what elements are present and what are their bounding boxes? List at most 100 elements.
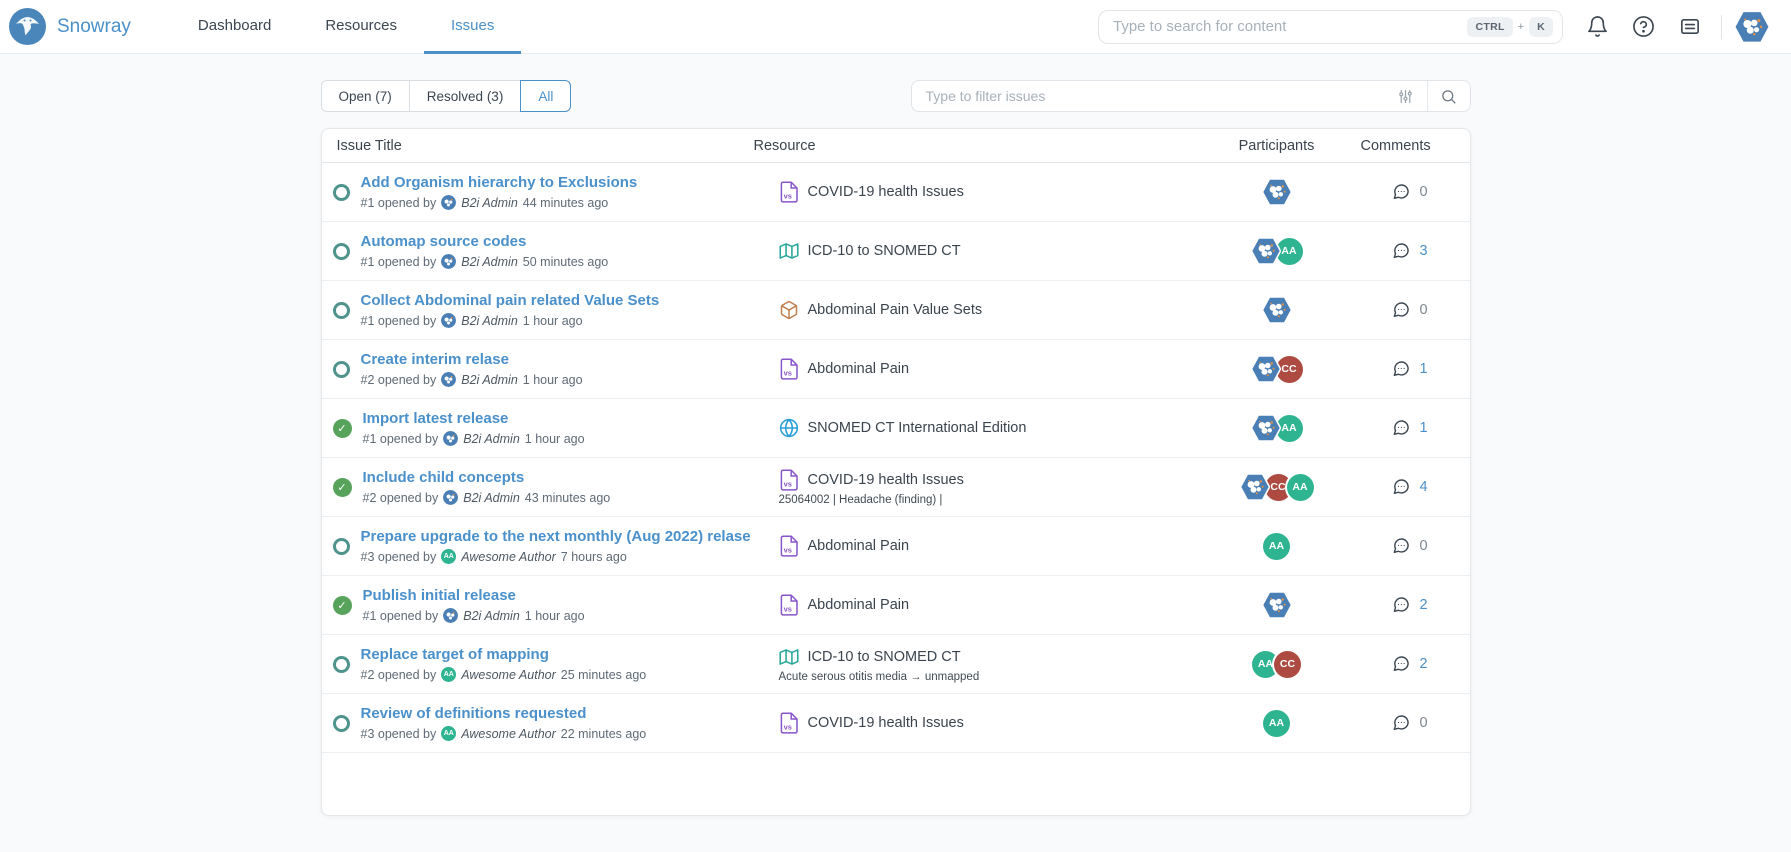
resource-name: Abdominal Pain — [808, 597, 910, 613]
issue-title-link[interactable]: Prepare upgrade to the next monthly (Aug… — [361, 528, 751, 546]
table-row[interactable]: Prepare upgrade to the next monthly (Aug… — [322, 517, 1470, 576]
issue-meta-prefix: #1 opened by — [363, 432, 439, 446]
issue-filter[interactable] — [911, 80, 1471, 112]
issue-time: 1 hour ago — [525, 432, 585, 446]
issue-status-open-icon — [333, 302, 350, 319]
resource-cell[interactable]: vs COVID-19 health Issues — [752, 712, 1197, 734]
issue-title-link[interactable]: Add Organism hierarchy to Exclusions — [361, 174, 638, 192]
globe-icon — [779, 417, 799, 439]
user-avatar[interactable] — [1735, 11, 1769, 43]
table-row[interactable]: Create interim relase #2 opened by B2i A… — [322, 340, 1470, 399]
filter-settings-icon[interactable] — [1384, 81, 1427, 111]
issue-title-link[interactable]: Automap source codes — [361, 233, 609, 251]
resource-cell[interactable]: vs Abdominal Pain — [752, 358, 1197, 380]
issue-author: Awesome Author — [461, 550, 556, 564]
issue-title-link[interactable]: Create interim relase — [361, 351, 583, 369]
issues-table-header: Issue Title Resource Participants Commen… — [322, 129, 1470, 163]
issue-title-cell: Replace target of mapping #2 opened by A… — [322, 646, 752, 682]
resource-cell[interactable]: ICD-10 to SNOMED CT — [752, 240, 1197, 262]
filter-search-button[interactable] — [1428, 81, 1470, 111]
svg-text:vs: vs — [783, 723, 791, 732]
tab-resolved[interactable]: Resolved (3) — [409, 80, 522, 112]
issue-meta-prefix: #2 opened by — [363, 491, 439, 505]
main-nav: Dashboard Resources Issues — [171, 0, 521, 54]
comments-indicator[interactable]: 0 — [1357, 713, 1472, 733]
column-header-participants: Participants — [1197, 138, 1357, 154]
issue-author: B2i Admin — [463, 432, 520, 446]
global-search[interactable]: CTRL + K — [1098, 10, 1563, 44]
table-row[interactable]: Automap source codes #1 opened by B2i Ad… — [322, 222, 1470, 281]
participants-cell: CCAA — [1197, 473, 1357, 501]
snowray-logo-icon[interactable] — [9, 8, 46, 45]
value-set-icon: vs — [779, 358, 799, 380]
comments-indicator[interactable]: 3 — [1357, 241, 1472, 261]
table-row[interactable]: Review of definitions requested #3 opene… — [322, 694, 1470, 753]
comments-indicator[interactable]: 2 — [1357, 654, 1472, 674]
issue-time: 1 hour ago — [523, 373, 583, 387]
tab-all[interactable]: All — [520, 80, 571, 112]
participant-avatar-b2i-admin — [1251, 237, 1281, 265]
notifications-bell-icon[interactable] — [1586, 15, 1609, 38]
issue-meta-prefix: #2 opened by — [361, 373, 437, 387]
comments-indicator[interactable]: 4 — [1357, 477, 1472, 497]
issue-title-link[interactable]: Include child concepts — [363, 469, 611, 487]
issue-filter-input[interactable] — [912, 88, 1384, 104]
resource-name: SNOMED CT International Edition — [808, 420, 1027, 436]
resource-cell[interactable]: vs COVID-19 health Issues — [752, 181, 1197, 203]
comments-indicator[interactable]: 2 — [1357, 595, 1472, 615]
comment-count: 2 — [1420, 597, 1428, 613]
table-row[interactable]: Collect Abdominal pain related Value Set… — [322, 281, 1470, 340]
issue-meta: #1 opened by B2i Admin 50 minutes ago — [361, 254, 609, 269]
table-row[interactable]: Replace target of mapping #2 opened by A… — [322, 635, 1470, 694]
issue-title-link[interactable]: Collect Abdominal pain related Value Set… — [361, 292, 660, 310]
brand-name[interactable]: Snowray — [57, 16, 131, 38]
table-row[interactable]: ✓ Import latest release #1 opened by B2i… — [322, 399, 1470, 458]
table-row[interactable]: ✓ Publish initial release #1 opened by B… — [322, 576, 1470, 635]
nav-item-issues[interactable]: Issues — [424, 0, 521, 54]
comments-indicator[interactable]: 0 — [1357, 182, 1472, 202]
nav-item-resources[interactable]: Resources — [298, 0, 424, 54]
issue-title-link[interactable]: Import latest release — [363, 410, 585, 428]
resource-name: COVID-19 health Issues — [808, 184, 964, 200]
issue-meta: #2 opened by B2i Admin 1 hour ago — [361, 372, 583, 387]
issue-meta-prefix: #1 opened by — [361, 196, 437, 210]
comment-bubble-icon — [1391, 241, 1411, 261]
issues-table-body: Add Organism hierarchy to Exclusions #1 … — [322, 163, 1470, 753]
resource-name: Abdominal Pain — [808, 538, 910, 554]
author-avatar — [441, 313, 456, 328]
resource-cell[interactable]: vs Abdominal Pain — [752, 535, 1197, 557]
kbd-plus: + — [1518, 21, 1524, 33]
resource-cell[interactable]: vs Abdominal Pain — [752, 594, 1197, 616]
comment-bubble-icon — [1391, 595, 1411, 615]
issue-time: 43 minutes ago — [525, 491, 610, 505]
resource-cell[interactable]: ICD-10 to SNOMED CT Acute serous otitis … — [752, 646, 1197, 683]
table-row[interactable]: ✓ Include child concepts #2 opened by B2… — [322, 458, 1470, 517]
issue-meta: #2 opened by AA Awesome Author 25 minute… — [361, 667, 647, 682]
issue-title-link[interactable]: Review of definitions requested — [361, 705, 647, 723]
issue-author: B2i Admin — [461, 314, 518, 328]
issue-author: B2i Admin — [463, 609, 520, 623]
comments-indicator[interactable]: 0 — [1357, 536, 1472, 556]
resource-cell[interactable]: SNOMED CT International Edition — [752, 417, 1197, 439]
author-avatar — [443, 431, 458, 446]
table-row[interactable]: Add Organism hierarchy to Exclusions #1 … — [322, 163, 1470, 222]
whats-new-icon[interactable] — [1678, 15, 1701, 38]
comments-indicator[interactable]: 1 — [1357, 359, 1472, 379]
help-icon[interactable] — [1632, 15, 1655, 38]
global-search-input[interactable] — [1113, 18, 1467, 35]
comments-indicator[interactable]: 0 — [1357, 300, 1472, 320]
resource-cell[interactable]: vs COVID-19 health Issues 25064002 | Hea… — [752, 469, 1197, 506]
bundle-icon — [779, 299, 799, 321]
resource-name: ICD-10 to SNOMED CT — [808, 243, 961, 259]
issue-author: Awesome Author — [461, 668, 556, 682]
issue-time: 22 minutes ago — [561, 727, 646, 741]
comments-indicator[interactable]: 1 — [1357, 418, 1472, 438]
resource-name: ICD-10 to SNOMED CT — [808, 649, 961, 665]
issue-author: B2i Admin — [461, 196, 518, 210]
tab-open[interactable]: Open (7) — [321, 80, 410, 112]
issue-title-link[interactable]: Publish initial release — [363, 587, 585, 605]
issue-status-open-icon — [333, 656, 350, 673]
resource-cell[interactable]: Abdominal Pain Value Sets — [752, 299, 1197, 321]
nav-item-dashboard[interactable]: Dashboard — [171, 0, 298, 54]
issue-title-link[interactable]: Replace target of mapping — [361, 646, 647, 664]
